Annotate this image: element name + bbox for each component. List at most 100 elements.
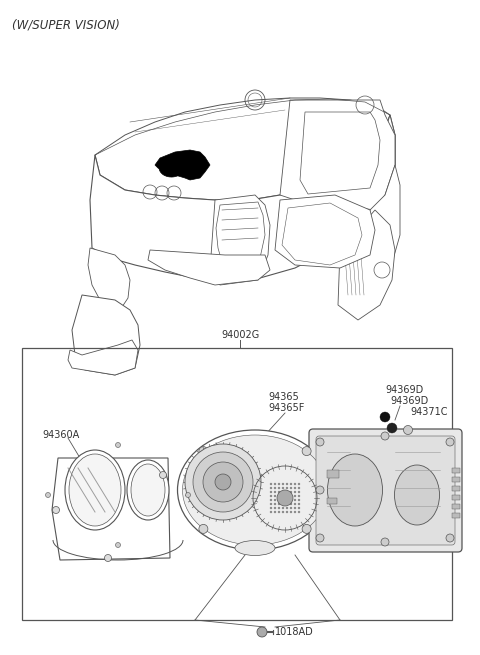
- Ellipse shape: [184, 155, 206, 173]
- Text: 94360A: 94360A: [42, 430, 79, 440]
- Text: 94369D: 94369D: [385, 385, 423, 395]
- Circle shape: [159, 472, 167, 479]
- Polygon shape: [95, 98, 390, 200]
- Ellipse shape: [65, 450, 125, 530]
- Circle shape: [290, 511, 292, 514]
- Circle shape: [278, 487, 280, 489]
- Circle shape: [116, 542, 120, 548]
- Circle shape: [282, 499, 284, 501]
- Bar: [452, 468, 460, 473]
- Polygon shape: [216, 202, 265, 262]
- Bar: [452, 504, 460, 509]
- Text: 94365: 94365: [268, 392, 299, 402]
- Bar: [22, 348, 452, 620]
- Circle shape: [290, 503, 292, 505]
- Bar: [452, 477, 460, 482]
- Circle shape: [199, 447, 208, 456]
- Circle shape: [294, 511, 296, 514]
- Circle shape: [294, 495, 296, 497]
- Circle shape: [316, 534, 324, 542]
- Text: 94002G: 94002G: [221, 330, 259, 340]
- Ellipse shape: [327, 454, 383, 526]
- Circle shape: [270, 507, 272, 509]
- Text: 94369D: 94369D: [390, 396, 428, 406]
- Circle shape: [52, 506, 60, 514]
- Polygon shape: [155, 150, 210, 180]
- Circle shape: [278, 511, 280, 514]
- Circle shape: [270, 495, 272, 497]
- Circle shape: [294, 491, 296, 493]
- Circle shape: [298, 499, 300, 501]
- Polygon shape: [68, 340, 138, 375]
- Circle shape: [185, 444, 261, 520]
- Circle shape: [282, 507, 284, 509]
- FancyBboxPatch shape: [309, 429, 462, 552]
- Circle shape: [278, 503, 280, 505]
- Circle shape: [446, 438, 454, 446]
- Circle shape: [270, 503, 272, 505]
- Polygon shape: [148, 250, 270, 285]
- Ellipse shape: [127, 460, 169, 520]
- Polygon shape: [360, 165, 400, 285]
- Text: 1018AD: 1018AD: [275, 627, 314, 637]
- Circle shape: [294, 499, 296, 501]
- Circle shape: [274, 495, 276, 497]
- Circle shape: [282, 503, 284, 505]
- FancyBboxPatch shape: [316, 436, 455, 545]
- Circle shape: [298, 503, 300, 505]
- Circle shape: [294, 503, 296, 505]
- Circle shape: [278, 491, 280, 493]
- Circle shape: [290, 487, 292, 489]
- Polygon shape: [275, 195, 375, 268]
- Polygon shape: [370, 115, 395, 195]
- Circle shape: [290, 499, 292, 501]
- Circle shape: [203, 462, 243, 502]
- Circle shape: [380, 412, 390, 422]
- Circle shape: [278, 499, 280, 501]
- Polygon shape: [72, 295, 140, 375]
- Circle shape: [298, 511, 300, 514]
- Polygon shape: [300, 112, 380, 194]
- Circle shape: [298, 483, 300, 485]
- Circle shape: [286, 511, 288, 514]
- Circle shape: [274, 499, 276, 501]
- Ellipse shape: [159, 157, 185, 177]
- Circle shape: [290, 483, 292, 485]
- Circle shape: [286, 507, 288, 509]
- Circle shape: [286, 499, 288, 501]
- Ellipse shape: [182, 435, 327, 545]
- Bar: [452, 486, 460, 491]
- Circle shape: [270, 483, 272, 485]
- Circle shape: [193, 452, 253, 512]
- Bar: [327, 498, 337, 504]
- Circle shape: [286, 491, 288, 493]
- Circle shape: [274, 491, 276, 493]
- Circle shape: [270, 491, 272, 493]
- Polygon shape: [210, 195, 270, 285]
- Circle shape: [278, 483, 280, 485]
- Circle shape: [294, 487, 296, 489]
- Circle shape: [316, 486, 324, 494]
- Circle shape: [257, 627, 267, 637]
- Circle shape: [282, 483, 284, 485]
- Circle shape: [282, 495, 284, 497]
- Ellipse shape: [131, 464, 165, 516]
- Circle shape: [116, 443, 120, 447]
- Circle shape: [446, 534, 454, 542]
- Circle shape: [46, 493, 50, 498]
- Circle shape: [274, 487, 276, 489]
- Circle shape: [404, 426, 412, 434]
- Circle shape: [294, 507, 296, 509]
- Circle shape: [286, 503, 288, 505]
- Circle shape: [294, 483, 296, 485]
- Ellipse shape: [178, 430, 333, 550]
- Circle shape: [290, 507, 292, 509]
- Text: 94365F: 94365F: [268, 403, 304, 413]
- Circle shape: [286, 483, 288, 485]
- Circle shape: [298, 507, 300, 509]
- Circle shape: [270, 499, 272, 501]
- Circle shape: [302, 447, 311, 456]
- Ellipse shape: [235, 540, 275, 555]
- Bar: [452, 495, 460, 500]
- Circle shape: [105, 555, 111, 561]
